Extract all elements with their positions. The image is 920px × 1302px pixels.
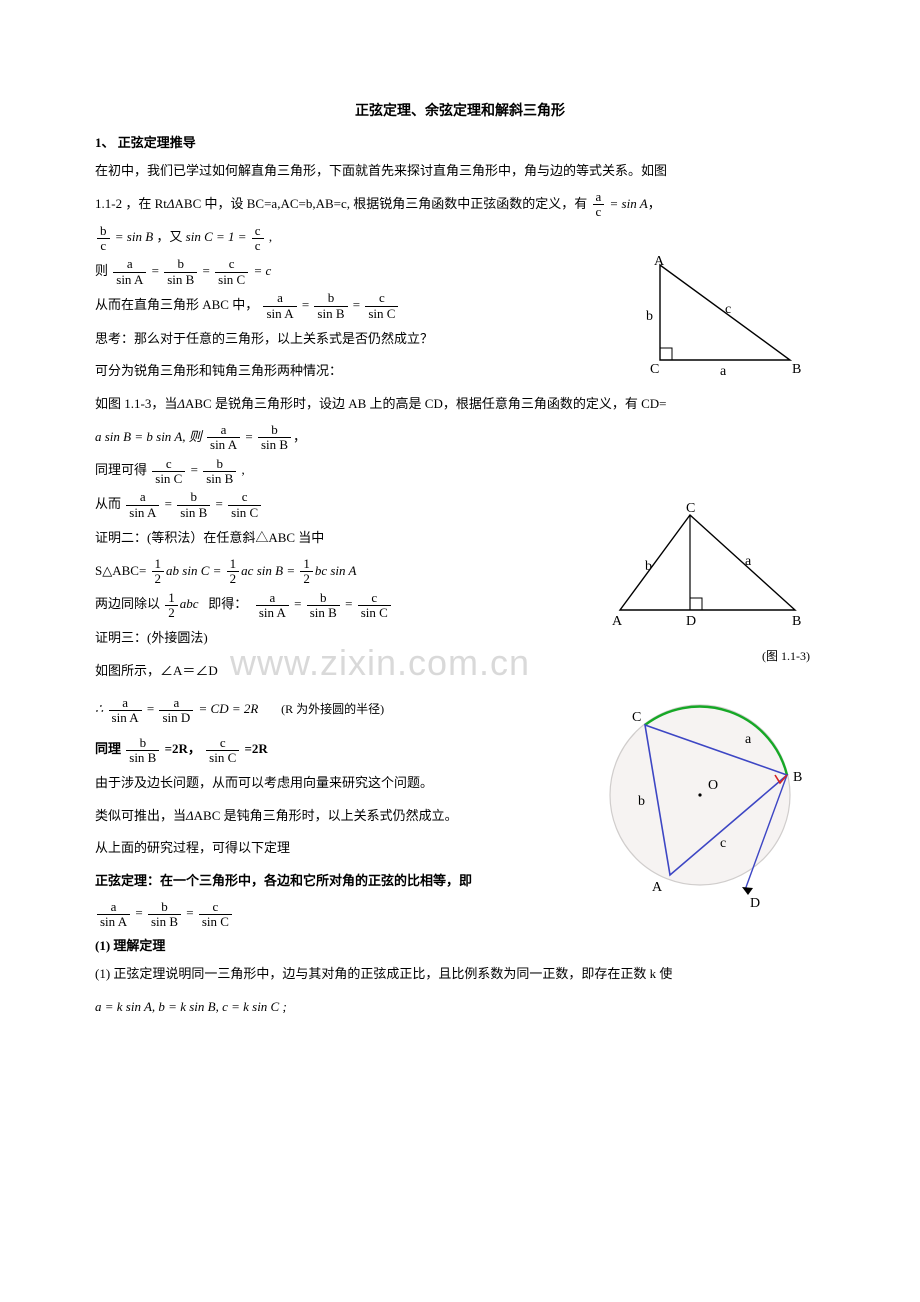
theorem-statement: 正弦定理：在一个三角形中，各边和它所对角的正弦的比相等，即 — [95, 867, 825, 896]
similarly-2R: 同理 bsin B =2R， csin C =2R — [95, 735, 825, 765]
obtuse-note: 类似可推出，当ΔABC 是钝角三角形时，以上关系式仍然成立。 — [95, 802, 825, 831]
cases: 可分为锐角三角形和钝角三角形两种情况： — [95, 357, 825, 386]
acute-eq3: 从而 asin A = bsin B = csin C — [95, 490, 825, 520]
acute-eq2: 同理可得 csin C = bsin B , — [95, 456, 825, 486]
vector-note: 由于涉及边长问题，从而可以考虑用向量来研究这个问题。 — [95, 769, 825, 798]
proof2-head: 证明二：(等积法）在任意斜△ABC 当中 — [95, 524, 825, 553]
page-title: 正弦定理、余弦定理和解斜三角形 — [95, 100, 825, 120]
circumscribed-eq: ∴ asin A = asin D = CD = 2R (R 为外接圆的半径) — [95, 695, 825, 725]
understand-p1: (1) 正弦定理说明同一三角形中，边与其对角的正弦成正比，且比例系数为同一正数，… — [95, 960, 825, 989]
law-rt-1: 则 asin A = bsin B = csin C = c — [95, 257, 825, 287]
section-1-head: 1、 正弦定理推导 — [95, 132, 825, 151]
understand-head: (1) 理解定理 — [95, 935, 825, 954]
think: 思考：那么对于任意的三角形，以上关系式是否仍然成立？ — [95, 325, 825, 354]
intro-para: 在初中，我们已学过如何解直角三角形，下面就首先来探讨直角三角形中，角与边的等式关… — [95, 157, 825, 186]
law-rt-2: 从而在直角三角形 ABC 中， asin A = bsin B = csin C — [95, 291, 825, 321]
acute-intro: 如图 1.1-3，当ΔABC 是锐角三角形时，设边 AB 上的高是 CD，根据任… — [95, 390, 825, 419]
acute-eq1: a sin B = b sin A, 则 asin A = bsin B， — [95, 423, 825, 453]
area-eq: S△ABC= 12ab sin C = 12ac sin B = 12bc si… — [95, 557, 825, 587]
proof3-head: 证明三：(外接圆法) — [95, 624, 825, 653]
rt-para: 1.1-2 ，在 RtΔABC 中，设 BC=a,AC=b,AB=c, 根据锐角… — [95, 190, 825, 220]
understand-eq: a = k sin A, b = k sin B, c = k sin C ; — [95, 993, 825, 1022]
conclusion-lead: 从上面的研究过程，可得以下定理 — [95, 834, 825, 863]
frac-c-c: cc — [252, 224, 264, 254]
frac-a-c: ac — [593, 190, 605, 220]
theorem-formula: asin A = bsin B = csin C — [95, 899, 825, 929]
sinB-para: bc = sin B ，又 sin C = 1 = cc , — [95, 223, 825, 253]
frac-b-c: bc — [97, 224, 110, 254]
divide-eq: 两边同除以 12abc 即得： asin A = bsin B = csin C — [95, 590, 825, 620]
angle-eq: 如图所示，∠A＝∠D — [95, 657, 825, 686]
